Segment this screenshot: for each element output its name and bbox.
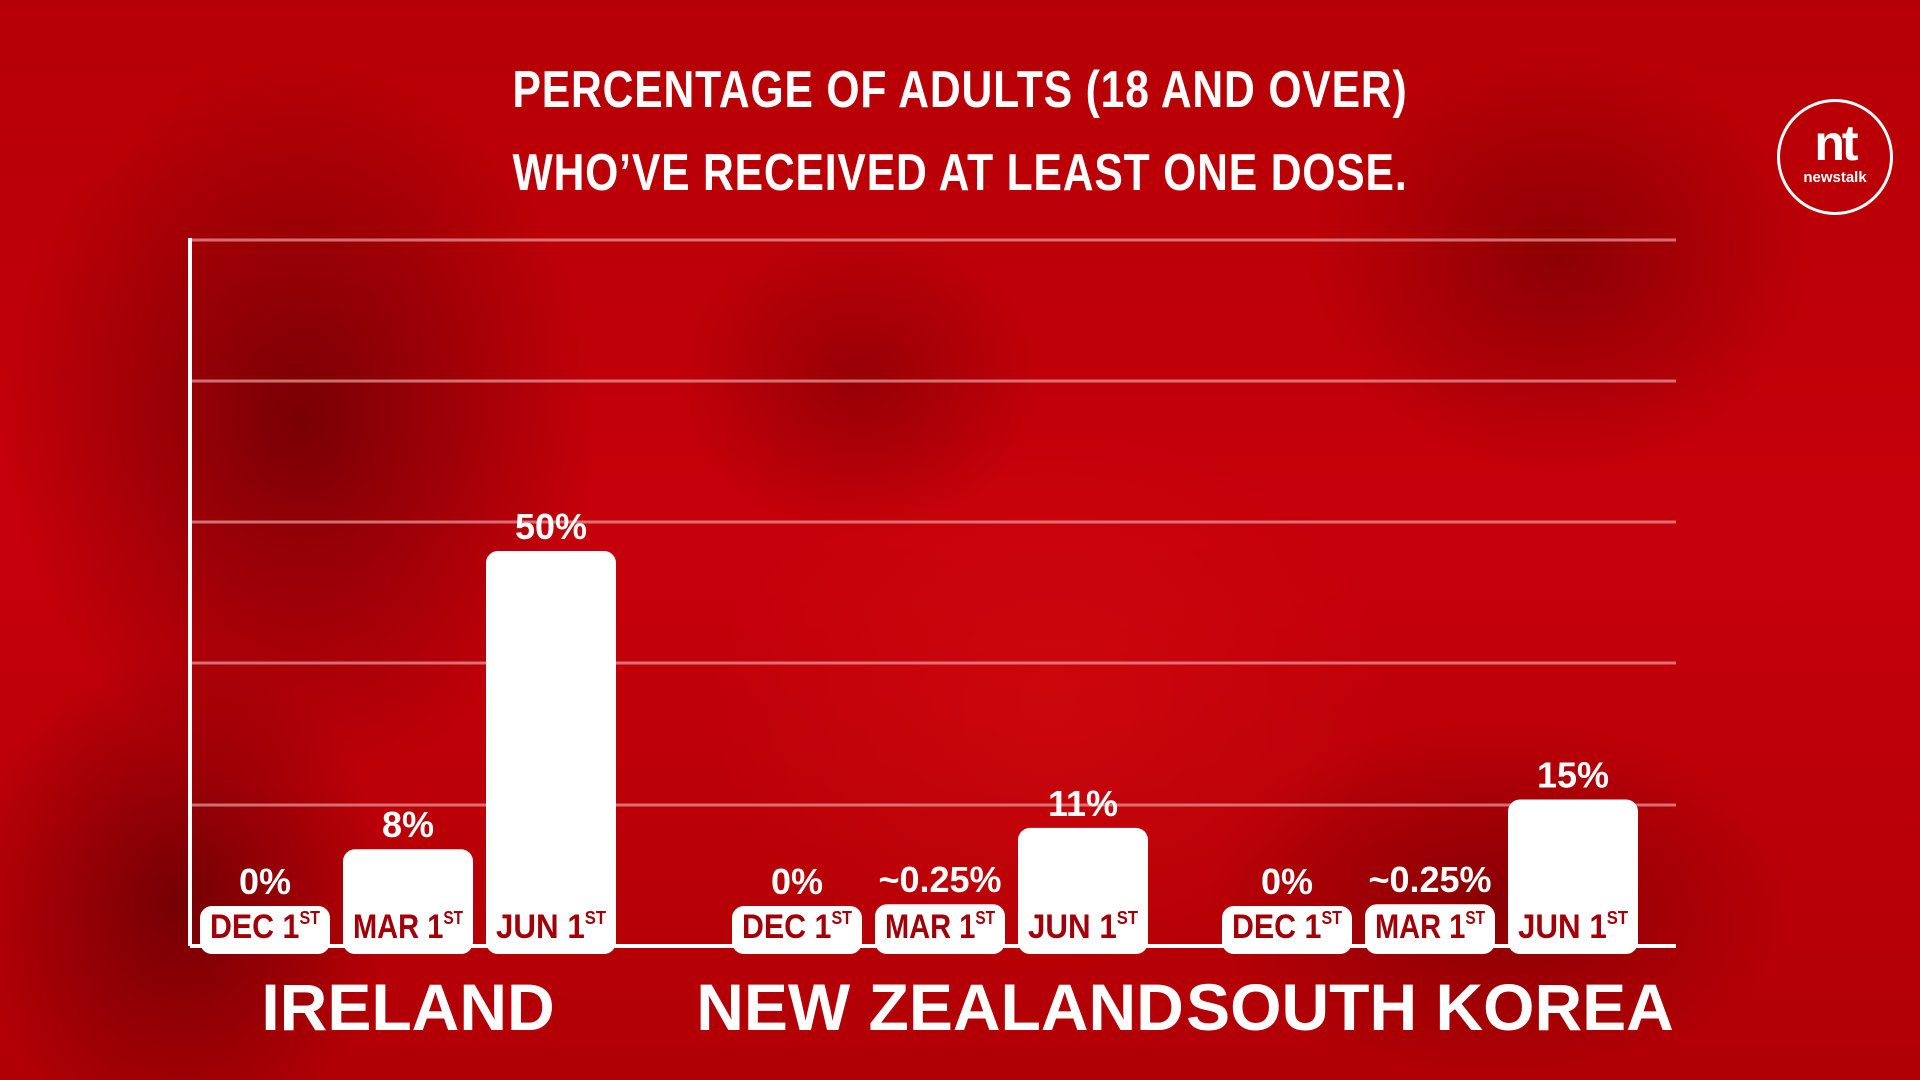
bar-date-text: MAR 1 — [885, 908, 975, 946]
bar-date-label: MAR 1ST — [1375, 908, 1485, 946]
bar — [486, 551, 616, 954]
bar-date-label: JUN 1ST — [1518, 908, 1628, 946]
bar — [732, 906, 862, 954]
bar — [1365, 904, 1495, 954]
bar-date-label: JUN 1ST — [1028, 908, 1138, 946]
bar-value-label: 50% — [515, 506, 587, 547]
bar-value-label: ~0.25% — [878, 859, 1001, 900]
bar-date-text: MAR 1 — [353, 908, 443, 946]
bar-date-text: JUN 1 — [1518, 908, 1607, 946]
logo-mark: nt — [1814, 115, 1858, 171]
bar-value-label: 0% — [1261, 861, 1313, 902]
bar-date-label: DEC 1ST — [210, 908, 320, 946]
bar-date-label: MAR 1ST — [353, 908, 463, 946]
country-label: NEW ZEALAND — [696, 970, 1184, 1044]
bar-date-text: JUN 1 — [496, 908, 585, 946]
bar — [200, 906, 330, 954]
newstalk-logo: nt newstalk — [1777, 99, 1893, 215]
bar-date-label: DEC 1ST — [1232, 908, 1342, 946]
bar-date-text: MAR 1 — [1375, 908, 1465, 946]
logo-wordmark: newstalk — [1803, 169, 1867, 186]
chart-title-line-2: WHO’VE RECEIVED AT LEAST ONE DOSE. — [512, 144, 1408, 202]
chart-title-line-1: PERCENTAGE OF ADULTS (18 AND OVER) — [512, 61, 1408, 119]
bar-date-text: DEC 1 — [1232, 908, 1321, 946]
bar-date-suffix: ST — [831, 908, 852, 928]
bar — [1222, 906, 1352, 954]
bar-value-label: 8% — [382, 804, 434, 845]
bar-date-label: DEC 1ST — [742, 908, 852, 946]
bar-date-label: JUN 1ST — [496, 908, 606, 946]
country-label: IRELAND — [261, 970, 554, 1044]
bar-date-suffix: ST — [1465, 908, 1485, 928]
bar-date-text: JUN 1 — [1028, 908, 1117, 946]
bar — [1508, 799, 1638, 954]
bar-date-text: DEC 1 — [742, 908, 831, 946]
bar — [875, 904, 1005, 954]
bar-value-label: 15% — [1537, 755, 1609, 796]
bar-date-label: MAR 1ST — [885, 908, 995, 946]
bar-value-label: 0% — [771, 861, 823, 902]
bar-value-label: 11% — [1048, 783, 1118, 824]
bar-date-suffix: ST — [1117, 908, 1138, 928]
bar — [1018, 827, 1148, 954]
bar-value-label: ~0.25% — [1368, 859, 1491, 900]
bar-date-suffix: ST — [299, 908, 320, 928]
bar — [343, 849, 473, 954]
bar-date-suffix: ST — [975, 908, 995, 928]
bar-date-suffix: ST — [1321, 908, 1342, 928]
country-label: SOUTH KOREA — [1186, 970, 1674, 1044]
bar-date-suffix: ST — [443, 908, 463, 928]
bar-value-label: 0% — [239, 861, 291, 902]
bar-date-suffix: ST — [585, 908, 606, 928]
bar-date-suffix: ST — [1607, 908, 1628, 928]
bar-date-text: DEC 1 — [210, 908, 299, 946]
